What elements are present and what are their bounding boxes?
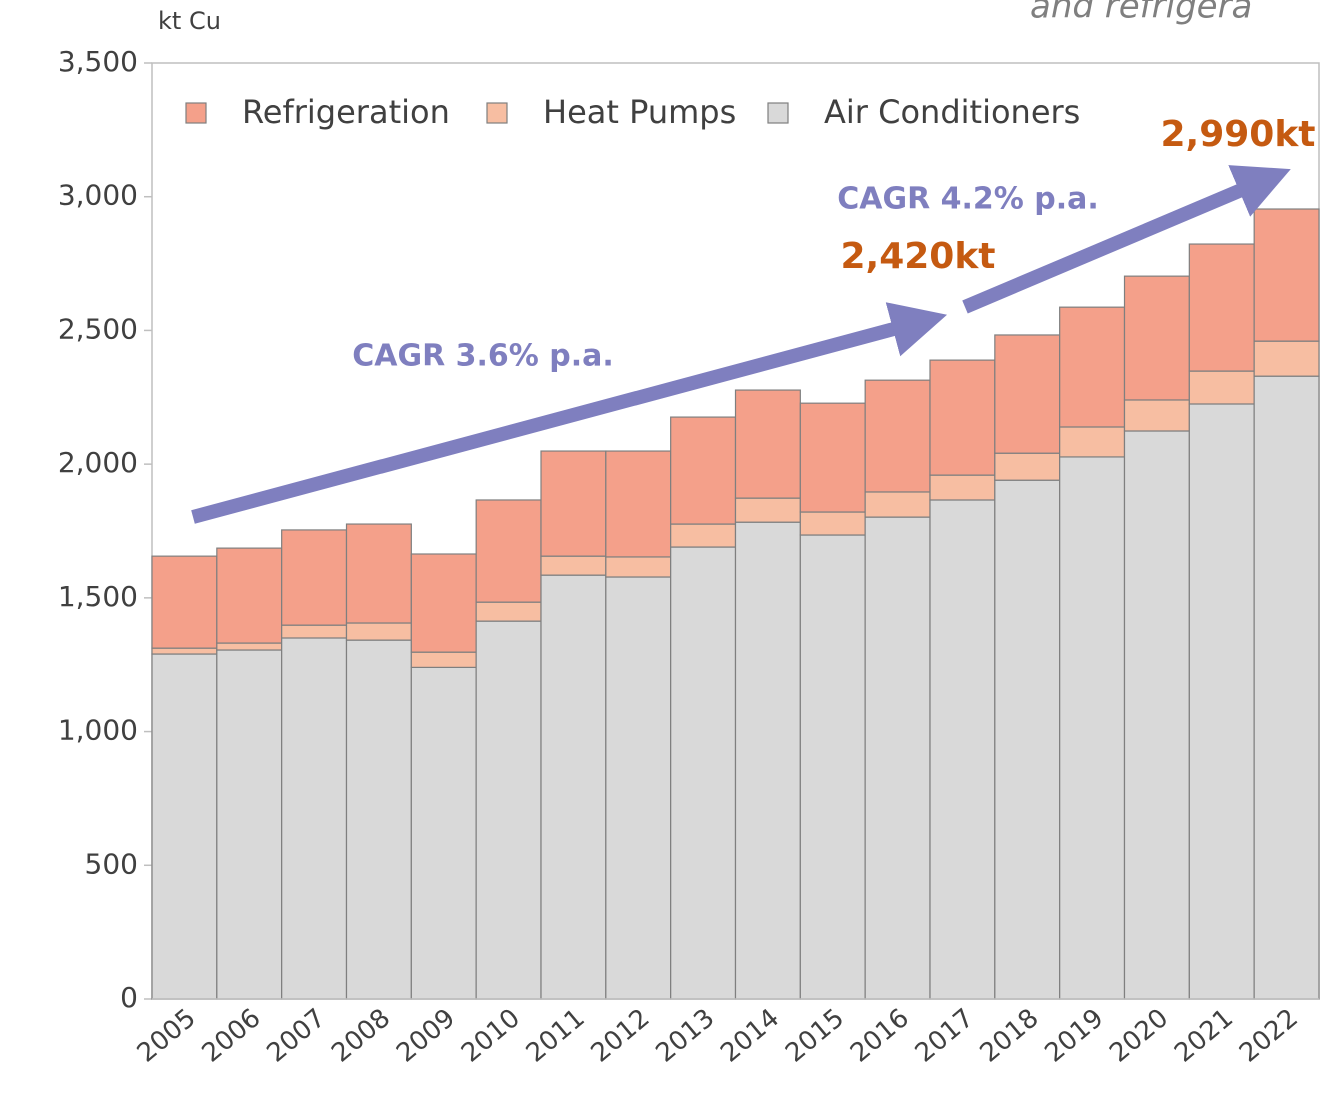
y-tick-label: 1,000 [58, 714, 138, 747]
bar-segment [929, 499, 996, 1000]
bar-segment [1253, 375, 1320, 1000]
bar-segment [994, 334, 1061, 454]
x-tick-label: 2008 [326, 1003, 396, 1069]
legend-label: Heat Pumps [543, 93, 736, 131]
y-tick-label: 2,500 [58, 312, 138, 345]
x-tick-label: 2017 [910, 1003, 980, 1069]
x-tick-label: 2005 [132, 1003, 202, 1069]
x-tick-label: 2009 [391, 1003, 461, 1069]
legend-swatch [767, 102, 789, 124]
x-tick-label: 2013 [650, 1003, 720, 1069]
bar-segment [1188, 370, 1255, 405]
annotation: CAGR 4.2% p.a. [837, 182, 1099, 217]
bar-segment [475, 620, 542, 1000]
x-tick-label: 2010 [456, 1003, 526, 1069]
y-tick-label: 3,000 [58, 179, 138, 212]
trend-arrow [191, 302, 948, 524]
bar-segment [799, 534, 866, 1000]
y-tick-label: 0 [120, 981, 138, 1014]
bar-segment [410, 666, 477, 1000]
bar-segment [1059, 456, 1126, 1000]
bar-segment [216, 642, 283, 651]
bar-segment [864, 516, 931, 1000]
x-tick-label: 2022 [1234, 1003, 1304, 1069]
bar-segment [670, 523, 737, 548]
bar-segment [1123, 275, 1190, 401]
bar-segment [1123, 399, 1190, 432]
x-tick-label: 2012 [586, 1003, 656, 1069]
bar-segment [1059, 306, 1126, 428]
trend-arrow [962, 165, 1291, 314]
bar-segment [1253, 340, 1320, 377]
bar-segment [1253, 208, 1320, 342]
y-tick-label: 500 [85, 847, 138, 880]
legend-swatch [486, 102, 508, 124]
legend-label: Refrigeration [242, 93, 450, 131]
bar-segment [475, 499, 542, 603]
x-tick-label: 2020 [1104, 1003, 1174, 1069]
bar-segment [605, 556, 672, 578]
x-tick-label: 2011 [521, 1003, 591, 1069]
bar-segment [1188, 403, 1255, 1000]
x-tick-label: 2014 [715, 1003, 785, 1069]
bar-segment [410, 651, 477, 668]
x-tick-label: 2021 [1169, 1003, 1239, 1069]
x-tick-label: 2018 [975, 1003, 1045, 1069]
annotation: CAGR 3.6% p.a. [352, 339, 614, 374]
bar-segment [216, 649, 283, 1000]
bar-segment [151, 555, 218, 649]
bar-segment [475, 601, 542, 622]
bar-segment [1123, 430, 1190, 1000]
bar-segment [799, 511, 866, 536]
bar-segment [929, 359, 996, 476]
x-tick-label: 2015 [780, 1003, 850, 1069]
bar-segment [345, 639, 412, 1000]
bar-segment [1188, 243, 1255, 372]
legend-label: Air Conditioners [824, 93, 1080, 131]
y-tick-label: 1,500 [58, 580, 138, 613]
x-tick-label: 2007 [261, 1003, 331, 1069]
annotation: 2,420kt [840, 236, 995, 277]
bar-segment [864, 491, 931, 518]
bar-segment [410, 553, 477, 653]
title-fragment: and refrigera [1030, 0, 1252, 27]
bar-segment [1059, 426, 1126, 458]
bar-segment [540, 555, 607, 576]
bar-segment [540, 450, 607, 557]
bar-segment [670, 546, 737, 1000]
bar-segment [734, 389, 801, 499]
x-tick-label: 2016 [845, 1003, 915, 1069]
bar-segment [799, 402, 866, 513]
y-tick-label: 2,000 [58, 446, 138, 479]
bar-segment [994, 452, 1061, 481]
y-axis-label: kt Cu [158, 7, 221, 35]
bar-segment [281, 529, 348, 626]
bar-segment [151, 647, 218, 655]
bar-segment [734, 497, 801, 523]
annotation: 2,990kt [1160, 114, 1315, 155]
bar-segment [605, 450, 672, 558]
bar-segment [605, 576, 672, 1000]
bar-segment [540, 574, 607, 1000]
bar-segment [994, 479, 1061, 1000]
bar-segment [345, 523, 412, 624]
bar-segment [281, 624, 348, 639]
x-tick-label: 2019 [1039, 1003, 1109, 1069]
bar-segment [345, 622, 412, 641]
x-tick-label: 2006 [197, 1003, 267, 1069]
bar-segment [216, 547, 283, 644]
bar-segment [151, 653, 218, 1000]
plot-area: 05001,0001,5002,0002,5003,0003,500200520… [58, 45, 1320, 1069]
bar-segment [281, 637, 348, 1000]
bar-segment [670, 416, 737, 525]
legend-swatch [185, 102, 207, 124]
y-tick-label: 3,500 [58, 45, 138, 78]
bar-segment [864, 379, 931, 493]
bar-segment [929, 474, 996, 501]
bar-segment [734, 521, 801, 1000]
